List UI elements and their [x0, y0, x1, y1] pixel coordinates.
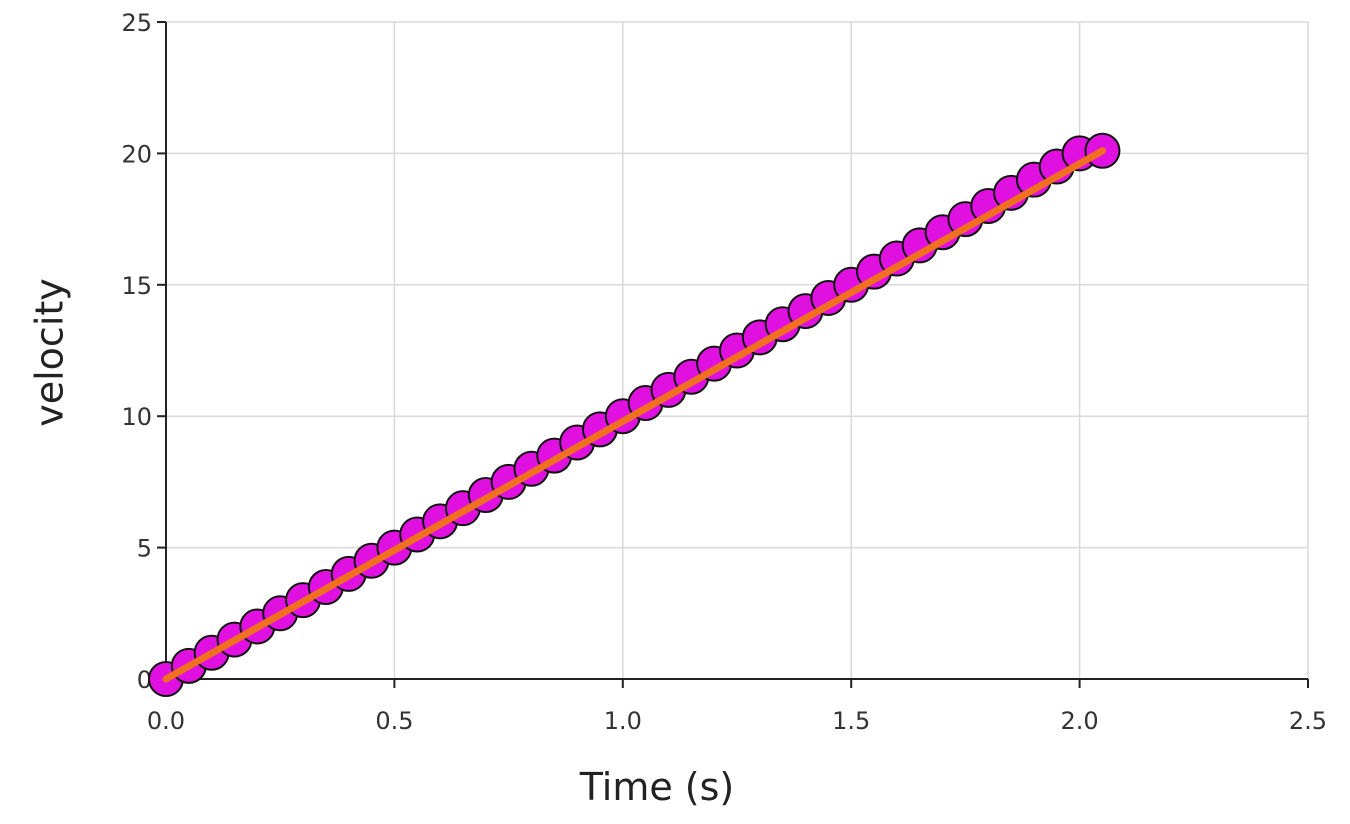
x-tick-label: 2.5: [1289, 707, 1327, 735]
x-axis-title: Time (s): [579, 765, 735, 809]
x-tick-label: 2.0: [1061, 707, 1099, 735]
y-tick-label: 25: [121, 9, 152, 37]
y-tick-label: 20: [121, 140, 152, 168]
y-tick-label: 10: [121, 403, 152, 431]
x-tick-label: 0.5: [375, 707, 413, 735]
axes: [165, 22, 1308, 680]
y-axis-title: velocity: [28, 278, 72, 427]
y-tick-label: 5: [137, 535, 152, 563]
plot-area: [148, 132, 1121, 697]
x-tick-label: 1.5: [832, 707, 870, 735]
y-tick-label: 15: [121, 272, 152, 300]
y-axis-ticks: 0 5 10 15 20 25: [121, 9, 166, 694]
y-tick-label: 0: [137, 666, 152, 694]
x-axis-ticks: 0.0 0.5 1.0 1.5 2.0 2.5: [147, 679, 1327, 735]
trend-line: [162, 147, 1106, 683]
x-tick-label: 0.0: [147, 707, 185, 735]
x-tick-label: 1.0: [604, 707, 642, 735]
